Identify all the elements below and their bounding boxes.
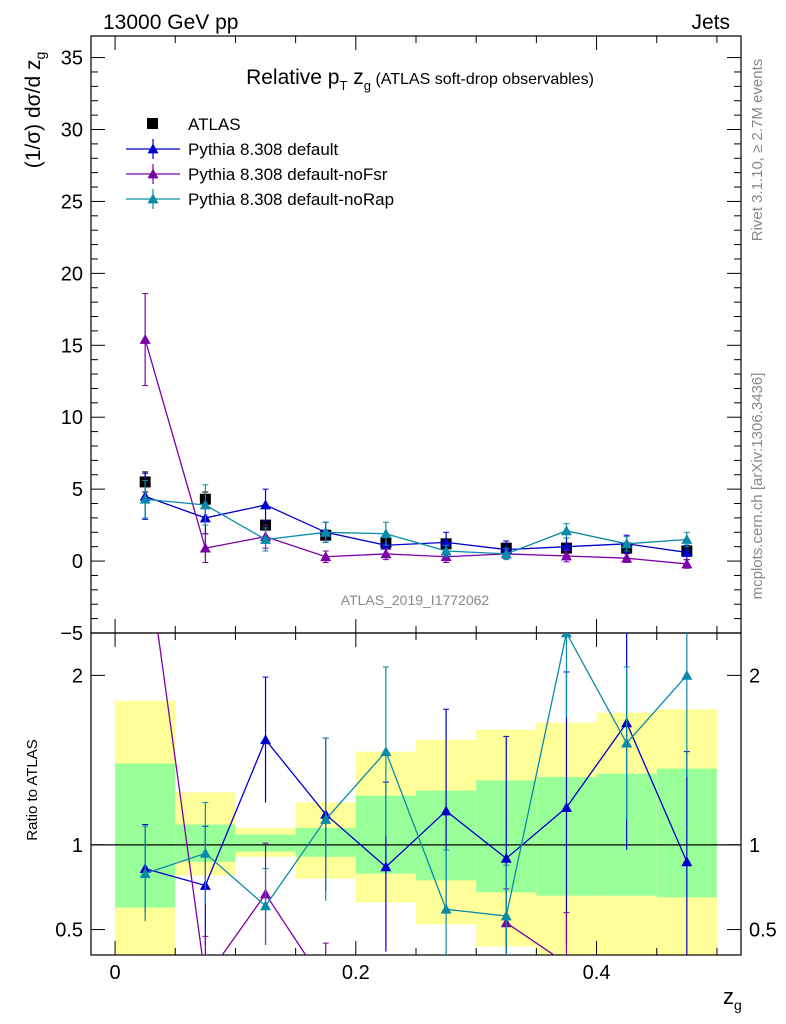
data-point-norap-3: [320, 526, 332, 537]
ratio-point-norap-5: [440, 903, 452, 914]
main-ytick-label-3: 10: [61, 407, 83, 429]
ratio-point-default-6: [500, 852, 512, 863]
ratio-ytick-label-left-2: 2: [72, 665, 83, 687]
ratio-ytick-label-left-0: 0.5: [55, 920, 83, 942]
ratio-point-nofsr-7: [561, 958, 572, 968]
ratio-plot-series: [139, 534, 693, 990]
ratio-point-norap-3: [320, 813, 332, 824]
data-point-nofsr-8: [621, 552, 633, 563]
ratio-point-norap-4: [380, 746, 392, 757]
mcplots-label: mcplots.cern.ch [arXiv:1306.3436]: [749, 373, 766, 600]
ratio-point-norap-2: [260, 900, 272, 911]
xtick-label-2: 0.4: [583, 962, 611, 984]
ratio-point-nofsr-1: [200, 973, 211, 983]
legend-label-nofsr: Pythia 8.308 default-noFsr: [188, 165, 388, 184]
ratio-point-norap-7: [560, 633, 572, 638]
data-point-default-5: [440, 536, 452, 547]
plot-title: Relative pT zg (ATLAS soft-drop observab…: [246, 66, 594, 93]
ratio-line-norap: [144, 633, 688, 917]
data-point-nofsr-0: [139, 334, 151, 344]
ratio-line-nofsr: [157, 633, 307, 955]
data-point-norap-8: [621, 538, 633, 549]
main-plot-series: [139, 293, 693, 569]
data-point-nofsr-1: [199, 542, 211, 553]
data-point-norap-0: [139, 493, 151, 504]
ratio-point-default-9: [681, 856, 693, 867]
ratio-ytick-label-right-1: 1: [749, 835, 760, 857]
series-line-nofsr: [144, 339, 687, 565]
ratio-series-clipped: [139, 534, 693, 990]
data-point-norap-1: [199, 499, 211, 510]
x-axis-label: zg: [723, 984, 742, 1013]
main-ytick-label-2: 5: [72, 479, 83, 501]
ratio-ytick-label-right-2: 2: [749, 665, 760, 687]
main-ytick-label-8: 35: [61, 48, 83, 70]
data-point-norap-6: [500, 548, 512, 559]
ratio-ytick-label-left-1: 1: [72, 835, 83, 857]
xtick-label-0: 0: [110, 962, 121, 984]
series-line-norap: [145, 498, 687, 555]
data-point-default-9: [681, 546, 693, 557]
ratio-point-norap-6: [500, 910, 512, 921]
data-point-nofsr-7: [560, 550, 572, 561]
analysis-id: ATLAS_2019_I1772062: [341, 592, 490, 608]
main-ytick-label-6: 25: [61, 191, 83, 213]
legend-marker-atlas: [147, 118, 158, 129]
legend-marker-norap: [147, 193, 159, 204]
main-ytick-label-0: −5: [60, 623, 83, 645]
data-point-default-7: [560, 541, 572, 552]
legend-label-norap: Pythia 8.308 default-noRap: [188, 190, 394, 209]
data-point-norap-5: [440, 545, 452, 556]
xtick-label-1: 0.2: [342, 962, 370, 984]
legend: ATLAS Pythia 8.308 default Pythia 8.308 de…: [126, 115, 394, 209]
data-point-norap-9: [681, 533, 693, 544]
data-point-norap-4: [380, 528, 392, 539]
main-ytick-label-1: 0: [72, 551, 83, 573]
rivet-label: Rivet 3.1.10, ≥ 2.7M events: [749, 59, 766, 242]
legend-label-atlas: ATLAS: [188, 115, 241, 134]
ratio-point-norap-1: [199, 847, 211, 858]
ratio-point-default-5: [440, 805, 452, 816]
data-point-nofsr-9: [681, 558, 693, 569]
header-right: Jets: [691, 11, 730, 34]
ratio-ytick-label-right-0: 0.5: [749, 920, 777, 942]
series-line-default: [144, 495, 687, 554]
ratio-point-default-7: [560, 802, 572, 812]
ratio-line-default: [144, 721, 688, 887]
data-point-nofsr-3: [320, 551, 332, 562]
main-ytick-label-4: 15: [61, 335, 83, 357]
header-left: 13000 GeV pp: [103, 11, 238, 34]
data-point-norap-7: [560, 525, 572, 536]
ratio-point-default-4: [380, 861, 392, 872]
ratio-y-axis-label: Ratio to ATLAS: [24, 739, 41, 840]
main-ytick-label-5: 20: [61, 263, 83, 285]
main-y-axis-label: (1/σ) dσ/d zg: [22, 52, 48, 169]
data-point-default-2: [260, 499, 272, 510]
main-ytick-label-7: 30: [61, 120, 83, 142]
legend-label-default: Pythia 8.308 default: [188, 140, 339, 159]
ratio-point-nofsr-0: [140, 534, 151, 544]
ratio-point-nofsr-3: [320, 980, 331, 990]
ratio-point-norap-0: [139, 868, 151, 879]
ratio-point-norap-9: [681, 669, 693, 680]
data-point-nofsr-4: [380, 548, 392, 559]
ratio-point-norap-8: [621, 737, 633, 748]
legend-marker-nofsr: [147, 168, 159, 179]
ratio-point-default-2: [260, 734, 272, 745]
data-point-norap-2: [260, 533, 272, 544]
legend-marker-default: [147, 143, 159, 154]
ratio-line-nofsr: [505, 922, 556, 955]
